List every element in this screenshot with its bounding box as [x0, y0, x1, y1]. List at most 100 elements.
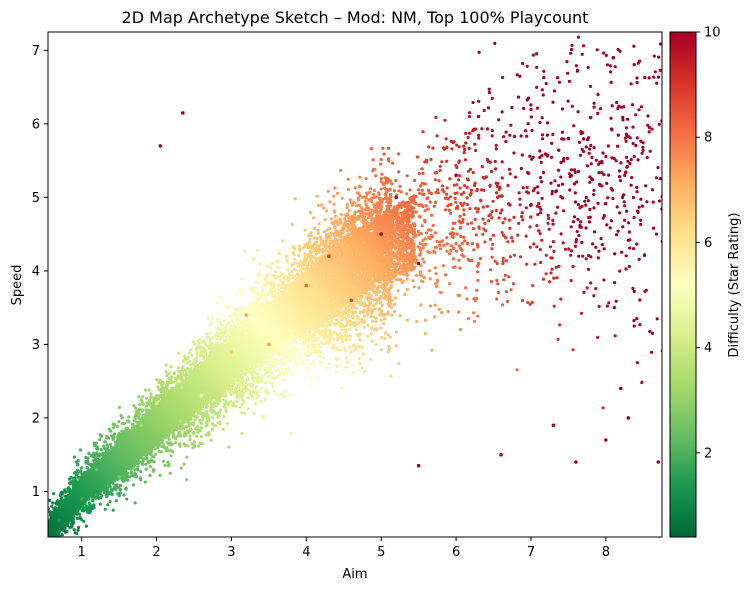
data-point: [199, 435, 203, 439]
data-point: [154, 452, 158, 456]
data-point: [196, 425, 200, 429]
data-point: [77, 512, 82, 516]
data-point: [78, 515, 82, 519]
data-point: [95, 457, 100, 461]
data-point: [143, 388, 147, 392]
data-point: [178, 442, 182, 446]
data-points: [46, 35, 662, 543]
data-point: [73, 476, 77, 480]
data-point: [148, 473, 152, 477]
data-point: [186, 444, 190, 448]
data-point: [171, 431, 175, 435]
data-point: [51, 501, 55, 505]
data-point: [140, 395, 145, 399]
data-point: [186, 417, 190, 421]
data-point: [144, 396, 148, 400]
data-point: [113, 432, 117, 436]
data-point: [179, 466, 183, 470]
data-point: [50, 539, 53, 542]
data-point: [149, 392, 153, 396]
data-point: [80, 466, 84, 470]
data-point: [103, 507, 107, 511]
data-point: [201, 418, 205, 422]
data-point: [131, 483, 135, 487]
data-point: [137, 407, 141, 411]
data-point: [76, 459, 80, 463]
data-point: [207, 430, 211, 434]
data-point: [207, 416, 211, 420]
data-point: [192, 440, 197, 444]
data-point: [195, 415, 199, 419]
data-point: [118, 484, 123, 488]
data-point: [125, 497, 129, 501]
data-point: [132, 404, 136, 408]
data-point: [127, 419, 131, 423]
data-point: [76, 528, 80, 532]
data-point: [92, 506, 96, 510]
data-point: [152, 460, 156, 464]
data-point: [144, 462, 148, 466]
data-point: [161, 381, 165, 385]
data-point: [112, 435, 116, 439]
data-point: [82, 519, 86, 523]
data-point: [86, 459, 90, 463]
data-point: [138, 469, 143, 474]
data-point: [192, 421, 196, 425]
data-point: [78, 448, 82, 452]
data-point: [98, 438, 102, 442]
data-point: [192, 443, 196, 447]
data-point: [171, 450, 175, 454]
data-point: [157, 443, 161, 447]
data-point: [102, 444, 106, 448]
data-point: [72, 528, 76, 532]
data-point: [112, 423, 117, 427]
data-point: [151, 468, 156, 472]
data-point: [199, 426, 203, 430]
data-point: [114, 499, 118, 503]
data-point: [67, 486, 71, 490]
data-point: [108, 442, 113, 446]
data-point: [210, 427, 214, 431]
data-point: [118, 491, 122, 495]
data-point: [193, 418, 197, 422]
data-point: [76, 471, 80, 475]
data-point: [168, 471, 172, 475]
data-point: [165, 446, 169, 450]
data-point: [50, 504, 54, 508]
data-point: [182, 462, 186, 466]
data-point: [115, 424, 119, 428]
data-point: [75, 468, 80, 472]
data-point: [48, 537, 51, 540]
data-point: [94, 441, 98, 445]
data-point: [199, 411, 203, 415]
data-point: [105, 434, 109, 439]
data-point: [48, 507, 51, 511]
data-point: [195, 434, 199, 438]
data-point: [126, 478, 130, 482]
data-point: [177, 430, 181, 434]
data-point: [198, 418, 202, 423]
data-point: [156, 397, 160, 401]
data-point: [48, 539, 51, 542]
data-point: [166, 460, 170, 464]
data-point: [112, 426, 116, 430]
data-point: [59, 490, 64, 494]
data-point: [79, 469, 83, 473]
data-point: [117, 494, 121, 498]
data-point: [185, 455, 189, 459]
data-point: [207, 433, 211, 437]
data-point: [188, 434, 192, 438]
data-point: [72, 520, 76, 525]
data-point: [122, 421, 127, 425]
data-point: [68, 481, 72, 485]
data-point: [46, 540, 49, 543]
data-point: [118, 488, 123, 492]
data-point: [60, 533, 64, 537]
data-point: [103, 440, 107, 444]
data-point: [87, 501, 91, 505]
data-point: [115, 483, 119, 487]
data-point: [122, 493, 126, 497]
data-point: [133, 501, 137, 505]
data-point: [92, 452, 96, 456]
data-point: [200, 422, 204, 426]
